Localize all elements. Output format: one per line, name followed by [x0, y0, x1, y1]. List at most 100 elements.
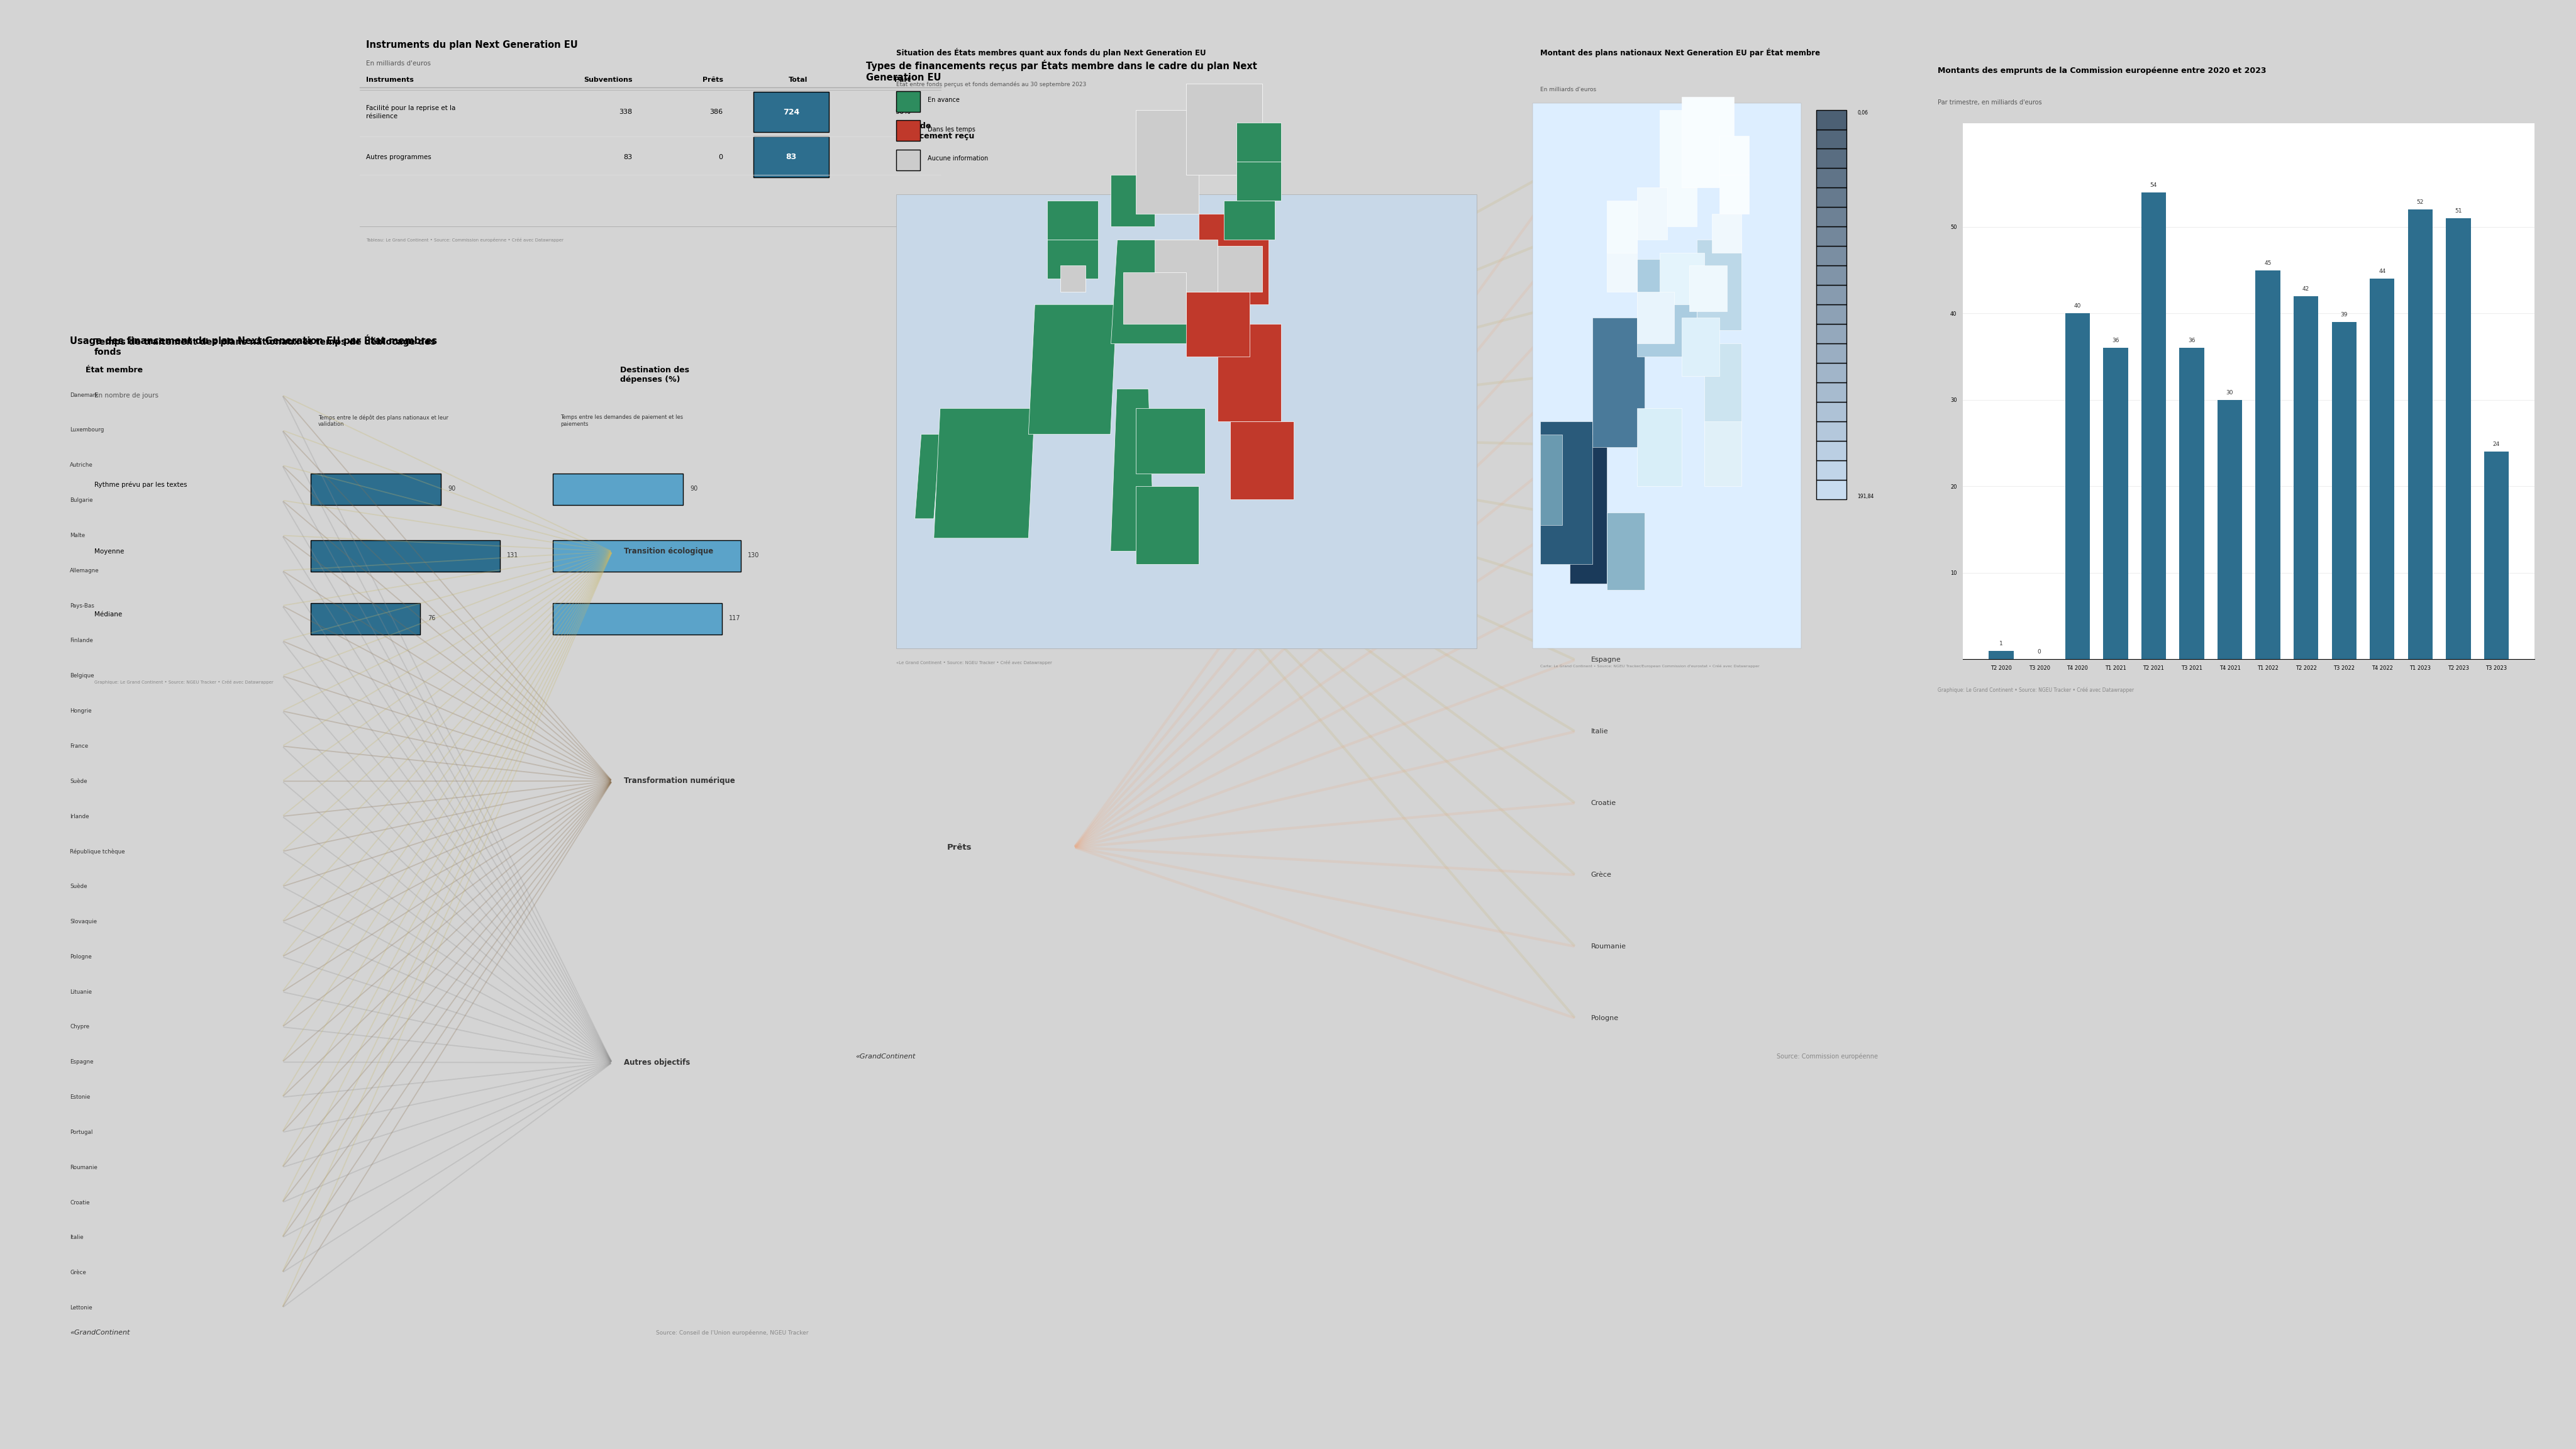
Text: Croatie: Croatie: [70, 1200, 90, 1206]
Polygon shape: [1569, 435, 1607, 584]
Text: Italie: Italie: [1592, 729, 1607, 735]
Text: 76: 76: [428, 614, 435, 622]
Text: Dans les temps: Dans les temps: [927, 126, 976, 132]
Text: Irlande: Irlande: [70, 813, 90, 819]
Text: 0: 0: [719, 154, 724, 161]
Text: Suède: Suède: [70, 884, 88, 890]
Text: 42: 42: [2303, 285, 2311, 291]
Text: Par trimestre, en milliards d'euros: Par trimestre, en milliards d'euros: [1937, 100, 2043, 106]
Polygon shape: [1638, 291, 1674, 343]
Text: 0: 0: [2038, 649, 2040, 655]
Text: Pologne: Pologne: [1592, 1016, 1618, 1022]
Text: Temps entre le dépôt des plans nationaux et leur
validation: Temps entre le dépôt des plans nationaux…: [317, 414, 448, 427]
Text: Aucune information: Aucune information: [927, 155, 989, 162]
Text: Rythme prévu par les textes: Rythme prévu par les textes: [95, 481, 188, 488]
Polygon shape: [1061, 265, 1084, 291]
Bar: [2483, 452, 2509, 659]
Text: Temps entre les demandes de paiement et les
paiements: Temps entre les demandes de paiement et …: [562, 414, 683, 427]
Text: 117: 117: [729, 614, 742, 622]
Bar: [2102, 348, 2128, 659]
FancyBboxPatch shape: [554, 474, 683, 506]
Text: Grèce: Grèce: [1592, 872, 1613, 878]
Polygon shape: [1607, 239, 1638, 291]
Text: Total: Total: [788, 77, 809, 83]
Text: Médiane: Médiane: [95, 611, 121, 617]
Text: 24: 24: [2494, 442, 2499, 448]
Text: Part: Part: [894, 77, 912, 83]
Polygon shape: [1659, 252, 1705, 304]
Text: 51: 51: [2455, 209, 2463, 214]
Polygon shape: [1638, 188, 1667, 239]
Text: Usage des financement du plan Next Generation EU par État membres: Usage des financement du plan Next Gener…: [70, 335, 438, 346]
FancyBboxPatch shape: [752, 91, 829, 132]
Text: 90%: 90%: [896, 109, 912, 116]
Text: Bulgarie: Bulgarie: [70, 497, 93, 503]
Polygon shape: [1607, 513, 1643, 590]
Polygon shape: [1682, 97, 1734, 188]
Text: En nombre de jours: En nombre de jours: [95, 393, 157, 398]
Text: «Le Grand Continent • Source: NGEU Tracker • Créé avec Datawrapper: «Le Grand Continent • Source: NGEU Track…: [896, 661, 1051, 665]
Polygon shape: [1710, 213, 1741, 252]
Text: Malte: Malte: [70, 533, 85, 538]
Text: Luxembourg: Luxembourg: [70, 427, 103, 433]
Text: États membres: États membres: [1597, 122, 1662, 130]
Text: Montant des plans nationaux Next Generation EU par État membre: Montant des plans nationaux Next Generat…: [1540, 48, 1819, 57]
Polygon shape: [1028, 304, 1118, 435]
FancyBboxPatch shape: [554, 540, 739, 572]
Polygon shape: [1048, 200, 1097, 239]
Text: Lettonie: Lettonie: [70, 1306, 93, 1311]
Polygon shape: [1224, 200, 1275, 239]
Text: Roumanie: Roumanie: [70, 1165, 98, 1171]
Text: France: France: [70, 743, 88, 749]
Text: République tchèque: République tchèque: [70, 849, 126, 855]
Text: Source: Conseil de l'Union européenne, NGEU Tracker: Source: Conseil de l'Union européenne, N…: [657, 1330, 809, 1336]
Text: Source: Commission européenne: Source: Commission européenne: [1777, 1053, 1878, 1059]
Text: Belgique: Belgique: [70, 672, 95, 678]
FancyBboxPatch shape: [1816, 110, 1847, 129]
Polygon shape: [935, 409, 1036, 538]
Polygon shape: [1718, 136, 1749, 175]
FancyBboxPatch shape: [1816, 325, 1847, 343]
Text: Lituanie: Lituanie: [70, 990, 93, 994]
Text: Danemark: Danemark: [70, 393, 98, 398]
Text: 83: 83: [786, 154, 796, 161]
FancyBboxPatch shape: [1816, 246, 1847, 265]
Bar: [2179, 348, 2205, 659]
Text: Subventions: Subventions: [585, 77, 631, 83]
Text: 44: 44: [2378, 270, 2385, 274]
Text: Italie: Italie: [70, 1235, 82, 1240]
FancyBboxPatch shape: [1816, 207, 1847, 226]
FancyBboxPatch shape: [312, 540, 500, 572]
Polygon shape: [1110, 388, 1154, 551]
Bar: [2218, 400, 2241, 659]
Polygon shape: [1236, 123, 1280, 162]
Polygon shape: [1540, 422, 1592, 564]
Text: République tchèque: République tchèque: [1592, 513, 1662, 520]
Text: Autres programmes: Autres programmes: [366, 154, 430, 161]
Text: Allemagne: Allemagne: [70, 568, 100, 574]
Text: Graphique: Le Grand Continent • Source: NGEU Tracker • Créé avec Datawrapper: Graphique: Le Grand Continent • Source: …: [1937, 687, 2133, 693]
Polygon shape: [1198, 246, 1262, 291]
Text: 30: 30: [2226, 390, 2233, 396]
FancyBboxPatch shape: [1816, 383, 1847, 401]
Text: «GrandContinent: «GrandContinent: [855, 1053, 914, 1059]
Text: 83: 83: [623, 154, 631, 161]
FancyBboxPatch shape: [1816, 149, 1847, 168]
Bar: [2409, 210, 2432, 659]
Text: Type de
financement reçu: Type de financement reçu: [896, 122, 974, 141]
Text: 40: 40: [2074, 303, 2081, 309]
Text: État membre: État membre: [85, 365, 142, 374]
Text: 1: 1: [1999, 640, 2004, 646]
Polygon shape: [1231, 422, 1293, 500]
FancyBboxPatch shape: [1816, 285, 1847, 304]
Polygon shape: [1218, 325, 1280, 422]
Polygon shape: [1659, 110, 1698, 226]
Text: Carte: Le Grand Continent • Source: NGEU Tracker/European Commission d'eurostat : Carte: Le Grand Continent • Source: NGEU…: [1540, 665, 1759, 668]
Bar: [2257, 270, 2280, 659]
Text: 54: 54: [2151, 183, 2156, 188]
FancyBboxPatch shape: [752, 136, 829, 177]
Text: Pays-Bas: Pays-Bas: [70, 603, 95, 609]
FancyBboxPatch shape: [1816, 422, 1847, 440]
Polygon shape: [1705, 422, 1741, 487]
Text: Tableau: Le Grand Continent • Source: Commission européenne • Créé avec Datawrap: Tableau: Le Grand Continent • Source: Co…: [366, 238, 564, 242]
